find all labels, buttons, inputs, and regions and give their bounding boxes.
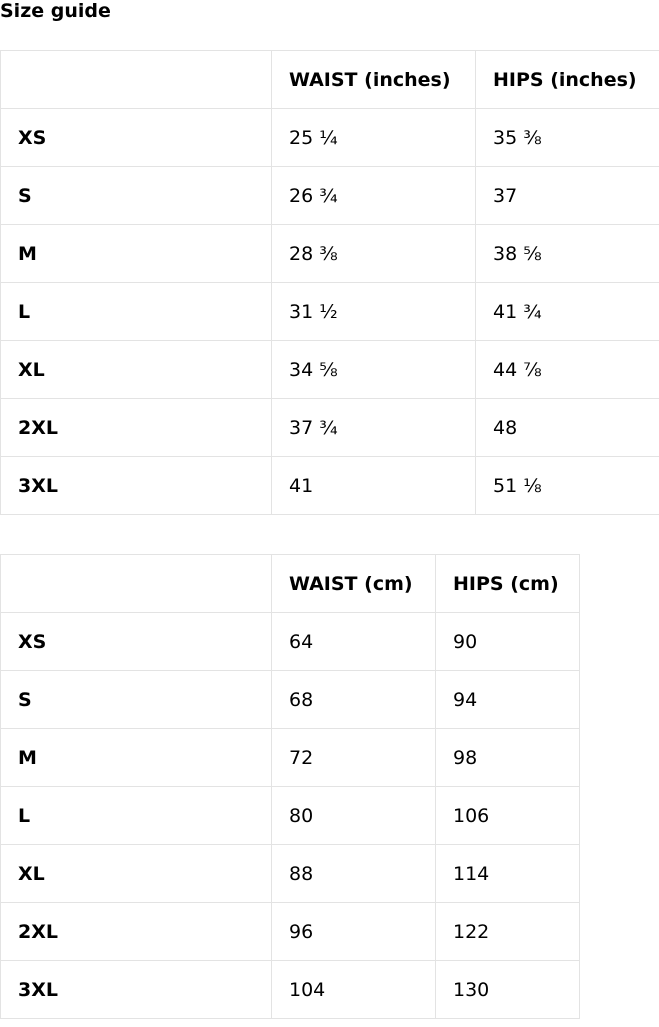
column-header <box>0 554 272 613</box>
hips-value: 37 <box>475 166 659 225</box>
hips-value: 51 ⅛ <box>475 456 659 515</box>
size-label: 2XL <box>0 902 272 961</box>
table-row: L 31 ½ 41 ¾ <box>0 282 659 341</box>
table-row: S 68 94 <box>0 670 580 729</box>
table-row: XL 88 114 <box>0 844 580 903</box>
hips-value: 122 <box>435 902 580 961</box>
waist-value: 88 <box>271 844 436 903</box>
hips-value: 90 <box>435 612 580 671</box>
waist-value: 80 <box>271 786 436 845</box>
size-label: M <box>0 224 272 283</box>
size-label: XL <box>0 844 272 903</box>
column-header: HIPS (cm) <box>435 554 580 613</box>
table-row: M 72 98 <box>0 728 580 787</box>
waist-value: 25 ¼ <box>271 108 476 167</box>
size-label: XS <box>0 108 272 167</box>
waist-value: 96 <box>271 902 436 961</box>
table-row: XS 64 90 <box>0 612 580 671</box>
waist-value: 28 ⅜ <box>271 224 476 283</box>
hips-value: 38 ⅝ <box>475 224 659 283</box>
size-label: 3XL <box>0 960 272 1019</box>
table-row: 2XL 37 ¾ 48 <box>0 398 659 457</box>
table-row: 3XL 104 130 <box>0 960 580 1019</box>
hips-value: 41 ¾ <box>475 282 659 341</box>
size-label: S <box>0 670 272 729</box>
size-label: S <box>0 166 272 225</box>
column-header: WAIST (inches) <box>271 50 476 109</box>
column-header <box>0 50 272 109</box>
table-row: S 26 ¾ 37 <box>0 166 659 225</box>
hips-value: 106 <box>435 786 580 845</box>
size-table-inches: WAIST (inches) HIPS (inches) XS 25 ¼ 35 ⅜ S 26… <box>0 50 659 515</box>
hips-value: 114 <box>435 844 580 903</box>
waist-value: 31 ½ <box>271 282 476 341</box>
column-header: HIPS (inches) <box>475 50 659 109</box>
size-label: L <box>0 282 272 341</box>
waist-value: 104 <box>271 960 436 1019</box>
column-header: WAIST (cm) <box>271 554 436 613</box>
size-label: M <box>0 728 272 787</box>
size-label: 3XL <box>0 456 272 515</box>
table-row: XL 34 ⅝ 44 ⅞ <box>0 340 659 399</box>
hips-value: 48 <box>475 398 659 457</box>
hips-value: 94 <box>435 670 580 729</box>
waist-value: 34 ⅝ <box>271 340 476 399</box>
hips-value: 98 <box>435 728 580 787</box>
hips-value: 35 ⅜ <box>475 108 659 167</box>
table-row: XS 25 ¼ 35 ⅜ <box>0 108 659 167</box>
table-row: M 28 ⅜ 38 ⅝ <box>0 224 659 283</box>
size-label: L <box>0 786 272 845</box>
size-label: XS <box>0 612 272 671</box>
table-row: 3XL 41 51 ⅛ <box>0 456 659 515</box>
size-table-cm: WAIST (cm) HIPS (cm) XS 64 90 S 68 94 M 72 98 L 80 10… <box>0 554 580 1019</box>
table-row: 2XL 96 122 <box>0 902 580 961</box>
waist-value: 37 ¾ <box>271 398 476 457</box>
size-label: XL <box>0 340 272 399</box>
header-row: WAIST (inches) HIPS (inches) <box>0 50 659 109</box>
waist-value: 72 <box>271 728 436 787</box>
table-row: L 80 106 <box>0 786 580 845</box>
waist-value: 64 <box>271 612 436 671</box>
hips-value: 130 <box>435 960 580 1019</box>
waist-value: 68 <box>271 670 436 729</box>
size-label: 2XL <box>0 398 272 457</box>
page-title: Size guide <box>0 0 111 22</box>
header-row: WAIST (cm) HIPS (cm) <box>0 554 580 613</box>
waist-value: 26 ¾ <box>271 166 476 225</box>
waist-value: 41 <box>271 456 476 515</box>
hips-value: 44 ⅞ <box>475 340 659 399</box>
